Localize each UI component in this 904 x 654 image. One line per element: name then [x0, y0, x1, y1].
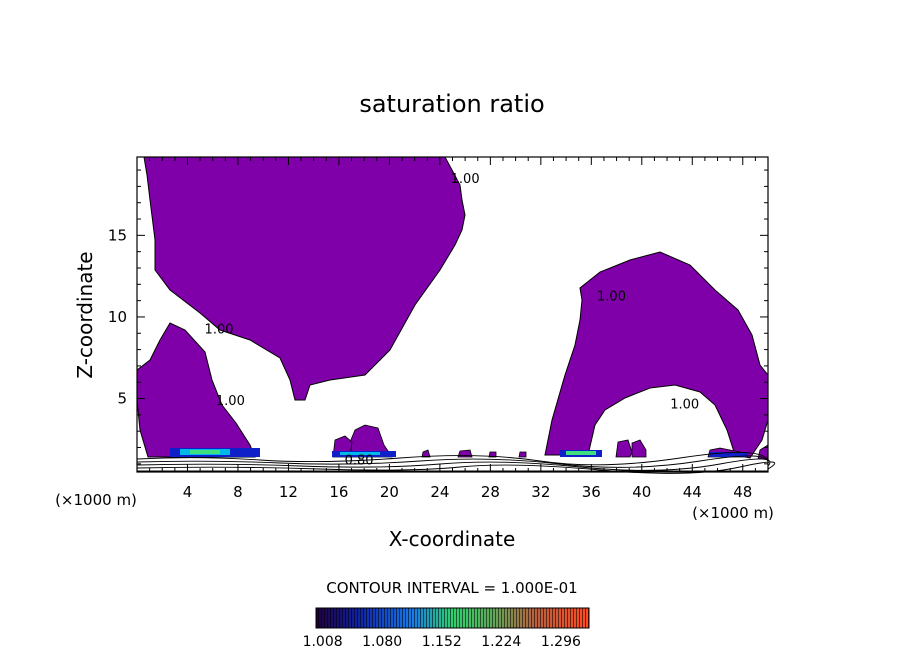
colorbar-frame	[315, 607, 590, 629]
band	[710, 452, 748, 457]
contour-interval: CONTOUR INTERVAL = 1.000E-01	[326, 579, 577, 597]
x-tick-label: 16	[329, 483, 348, 501]
patch	[518, 451, 527, 458]
patch	[615, 439, 633, 458]
band	[566, 451, 596, 455]
y-tick-label: 10	[108, 308, 127, 326]
colorbar-tick-label: 1.224	[481, 634, 521, 650]
contour-label: 1.00	[597, 290, 626, 305]
colorbar: 1.008 1.080 1.152 1.224 1.296	[303, 607, 590, 650]
supersaturated-region-right	[544, 251, 769, 459]
band	[340, 452, 380, 455]
contour-label: 0.80	[345, 454, 374, 469]
y-ticks: 5 10 15	[108, 169, 768, 465]
x-tick-label: 12	[279, 483, 298, 501]
x-axis-label: X-coordinate	[389, 527, 516, 551]
x-tick-label: 48	[733, 483, 752, 501]
x-tick-label: 32	[531, 483, 550, 501]
high-saturation-bands	[170, 448, 748, 457]
x-ticks: 4 8 12 16 20 24 28 32 36 40 44 48	[149, 157, 756, 501]
x-tick-label: 20	[380, 483, 399, 501]
colorbar-tick-label: 1.296	[541, 634, 581, 650]
patch	[421, 449, 431, 458]
contour-label: 1.00	[670, 397, 699, 412]
x-unit-right: (×1000 m)	[692, 504, 774, 522]
chart-title: saturation ratio	[359, 90, 544, 118]
y-tick-label: 15	[108, 226, 127, 244]
x-tick-label: 28	[481, 483, 500, 501]
x-tick-label: 24	[430, 483, 449, 501]
colorbar-tick-label: 1.008	[303, 634, 343, 650]
x-tick-label: 40	[632, 483, 651, 501]
contour-label: 1.00	[205, 322, 234, 337]
ground-contours	[136, 452, 775, 474]
supersaturated-region-upper-left	[143, 156, 466, 401]
x-tick-label: 36	[582, 483, 601, 501]
y-tick-label: 5	[117, 390, 127, 408]
patch	[631, 439, 647, 458]
x-tick-label: 8	[233, 483, 243, 501]
contour-label: 1.00	[216, 394, 245, 409]
band	[190, 450, 220, 454]
colorbar-tick-label: 1.152	[422, 634, 462, 650]
x-tick-label: 4	[183, 483, 193, 501]
x-tick-label: 44	[683, 483, 702, 501]
supersaturated-region-left	[136, 322, 256, 458]
colorbar-ticks: 1.008 1.080 1.152 1.224 1.296	[303, 634, 581, 650]
y-axis-label: Z-coordinate	[73, 251, 97, 378]
x-unit-left: (×1000 m)	[55, 491, 137, 509]
plot-area: 1.001.001.001.001.000.80 4 8 12 16 20 24 28 32 3…	[108, 156, 775, 501]
contour-label: 1.00	[451, 172, 480, 187]
colorbar-tick-label: 1.080	[362, 634, 402, 650]
colorbar-stripes	[316, 608, 589, 628]
contour-labels: 1.00 1.00 1.00 1.00 1.00 0.80	[205, 172, 700, 469]
